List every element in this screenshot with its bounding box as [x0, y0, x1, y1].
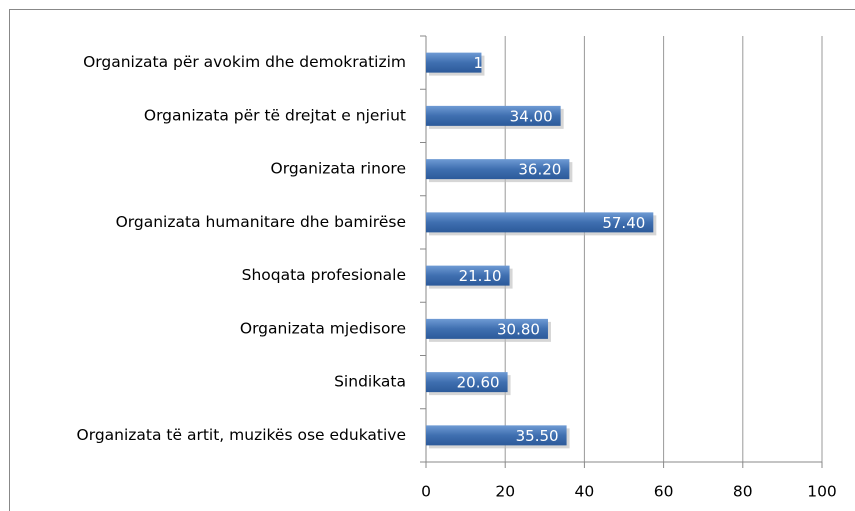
y-tick-label: Organizata humanitare dhe bamirëse: [116, 213, 406, 231]
y-tick-label: Shoqata profesionale: [242, 266, 406, 284]
data-label: 34.00: [510, 107, 553, 125]
x-tick-label: 100: [807, 483, 837, 501]
bar: [426, 425, 567, 446]
bar: [426, 159, 570, 180]
bar: [426, 372, 508, 393]
data-label: 57.40: [602, 214, 645, 232]
x-tick-label: 40: [575, 483, 595, 501]
bar: [426, 265, 510, 286]
bar: [426, 52, 482, 73]
y-tick-label: Organizata mjedisore: [240, 319, 406, 337]
x-tick-label: 0: [421, 483, 431, 501]
x-tick-label: 20: [495, 483, 515, 501]
data-label: 30.80: [497, 320, 540, 338]
y-tick-label: Sindikata: [334, 373, 406, 391]
y-tick-label: Organizata rinore: [271, 160, 406, 178]
y-tick-label: Organizata për avokim dhe demokratizim: [83, 53, 406, 71]
bar: [426, 212, 654, 233]
x-tick-label: 80: [733, 483, 753, 501]
y-tick-label: Organizata të artit, muzikës ose edukati…: [77, 426, 406, 444]
bar: [426, 318, 548, 339]
data-label: 21.10: [459, 267, 502, 285]
data-label: 36.20: [518, 161, 561, 179]
y-tick-label: Organizata për të drejtat e njeriut: [144, 106, 406, 124]
chart-frame: [9, 9, 855, 511]
data-label: 14.00: [473, 54, 516, 72]
x-tick-label: 60: [654, 483, 674, 501]
bar: [426, 105, 561, 126]
data-label: 20.60: [457, 374, 500, 392]
data-label: 35.50: [516, 427, 559, 445]
